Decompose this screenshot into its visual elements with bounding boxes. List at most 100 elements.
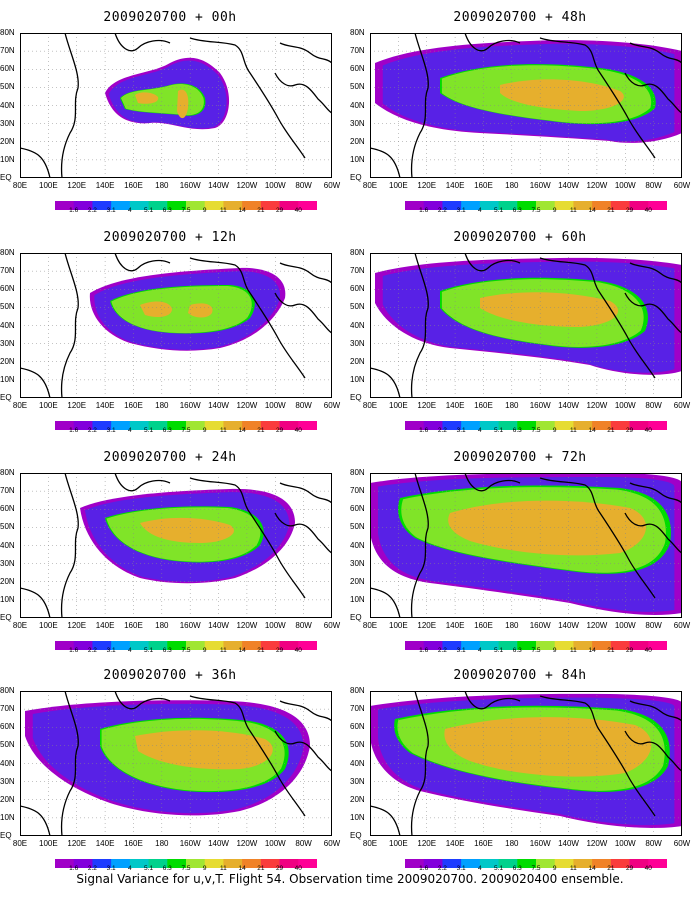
variance-core	[140, 517, 234, 543]
colorbar-swatch	[479, 201, 500, 210]
colorbar-label: 5.1	[144, 207, 154, 214]
colorbar-label: 4	[128, 647, 132, 654]
lon-label: 100E	[389, 839, 408, 848]
lon-label: 80E	[12, 401, 28, 410]
lat-label: 20N	[350, 794, 365, 804]
colorbar-swatch	[260, 641, 281, 650]
colorbar-label: 3.1	[456, 427, 466, 434]
lon-label: 140E	[445, 181, 465, 190]
lon-label: 160E	[474, 181, 493, 190]
colorbar-label: 6.3	[512, 427, 522, 434]
lon-label: 160W	[179, 839, 201, 848]
colorbar-label: 14	[588, 865, 596, 872]
lon-label: 160E	[124, 839, 143, 848]
map-field	[369, 32, 683, 179]
colorbar-swatch	[186, 201, 206, 210]
colorbar-swatch	[442, 859, 462, 868]
colorbar-swatch	[148, 641, 168, 650]
colorbar-swatch	[517, 641, 537, 650]
lat-label: 50N	[0, 522, 15, 532]
colorbar-swatch	[148, 421, 168, 430]
lon-label: 180	[155, 181, 169, 190]
map-panel: 2009020700 + 72h 80N 70N 60N 50N 40N 30N 20N 10…	[350, 440, 690, 660]
lon-label: 80E	[362, 181, 378, 190]
lat-label: 10N	[0, 812, 15, 822]
colorbar-swatch	[554, 201, 574, 210]
lat-label: 40N	[0, 540, 15, 550]
lat-label: EQ	[350, 173, 362, 182]
lat-label: EQ	[0, 613, 12, 622]
colorbar	[55, 635, 318, 650]
colorbar-label: 29	[625, 427, 634, 434]
colorbar-swatch	[573, 641, 593, 650]
colorbar-label: 9	[202, 207, 207, 214]
lat-label: 80N	[0, 686, 15, 695]
lat-label: 70N	[350, 46, 365, 56]
map-field	[19, 252, 333, 399]
lon-label: 120E	[417, 181, 437, 190]
lon-label: 80W	[645, 401, 662, 410]
lat-label: 70N	[0, 704, 15, 714]
colorbar-label: 3.1	[106, 427, 116, 434]
colorbar-label: 5.1	[494, 207, 504, 214]
colorbar-swatch	[223, 201, 243, 210]
colorbar-label: 21	[257, 207, 265, 214]
colorbar-swatch	[111, 421, 131, 430]
colorbar-label: 6.3	[512, 647, 522, 654]
colorbar-label: 11	[570, 427, 577, 434]
lon-label: 160E	[124, 621, 143, 630]
colorbar-swatch	[461, 201, 481, 210]
colorbar-label: 1.6	[419, 427, 429, 434]
colorbar-swatch	[442, 421, 462, 430]
lon-label: 60W	[673, 621, 691, 630]
colorbar-label: 2.2	[87, 427, 97, 434]
colorbar-swatch	[498, 641, 518, 650]
map-panel: 2009020700 + 00h 80N 70N 60N 50N 40N 30N 20N 10…	[0, 0, 340, 220]
variance-core	[480, 292, 619, 327]
lon-label: 160E	[474, 839, 493, 848]
colorbar-swatch	[167, 859, 187, 868]
colorbar-swatch	[573, 201, 593, 210]
colorbar-swatch	[442, 201, 462, 210]
colorbar-swatch	[423, 421, 443, 430]
lon-label: 160E	[124, 401, 143, 410]
lon-label: 80W	[295, 401, 312, 410]
colorbar-label: 1.6	[69, 207, 79, 214]
colorbar-label: 7.5	[531, 647, 541, 654]
lat-label: 20N	[350, 356, 365, 366]
map-field	[369, 690, 683, 837]
colorbar-swatch	[479, 421, 500, 430]
lat-label: 10N	[0, 594, 15, 604]
lon-label: 180	[155, 839, 169, 848]
lon-label: 160E	[474, 621, 493, 630]
lon-label: 60W	[673, 181, 691, 190]
colorbar-label: 9	[202, 647, 207, 654]
lat-label: 40N	[350, 758, 365, 768]
lon-label: 140W	[558, 839, 579, 848]
lat-label: 20N	[0, 794, 15, 804]
colorbar-swatch	[629, 421, 649, 430]
colorbar-label: 14	[238, 647, 246, 654]
variance-core	[135, 730, 273, 770]
lon-label: 160W	[179, 401, 201, 410]
colorbar-label: 7.5	[181, 647, 191, 654]
colorbar-swatch	[405, 641, 425, 650]
lon-label: 120W	[586, 621, 608, 630]
colorbar-swatch	[111, 641, 131, 650]
colorbar-swatch	[423, 201, 443, 210]
lon-label: 160W	[529, 181, 551, 190]
colorbar-svg	[55, 641, 318, 650]
lon-label: 60W	[673, 401, 691, 410]
lon-label: 100W	[264, 181, 286, 190]
colorbar-swatch	[592, 859, 612, 868]
colorbar-label: 40	[644, 647, 652, 654]
colorbar-swatch	[536, 859, 556, 868]
lat-label: 70N	[350, 266, 365, 276]
colorbar-label: 14	[238, 427, 246, 434]
lon-label: 140W	[208, 839, 229, 848]
lon-label: 80E	[12, 839, 28, 848]
lat-label: 30N	[0, 776, 15, 786]
colorbar-swatch	[242, 641, 262, 650]
lat-label: 10N	[0, 154, 15, 164]
colorbar-svg	[55, 859, 318, 868]
